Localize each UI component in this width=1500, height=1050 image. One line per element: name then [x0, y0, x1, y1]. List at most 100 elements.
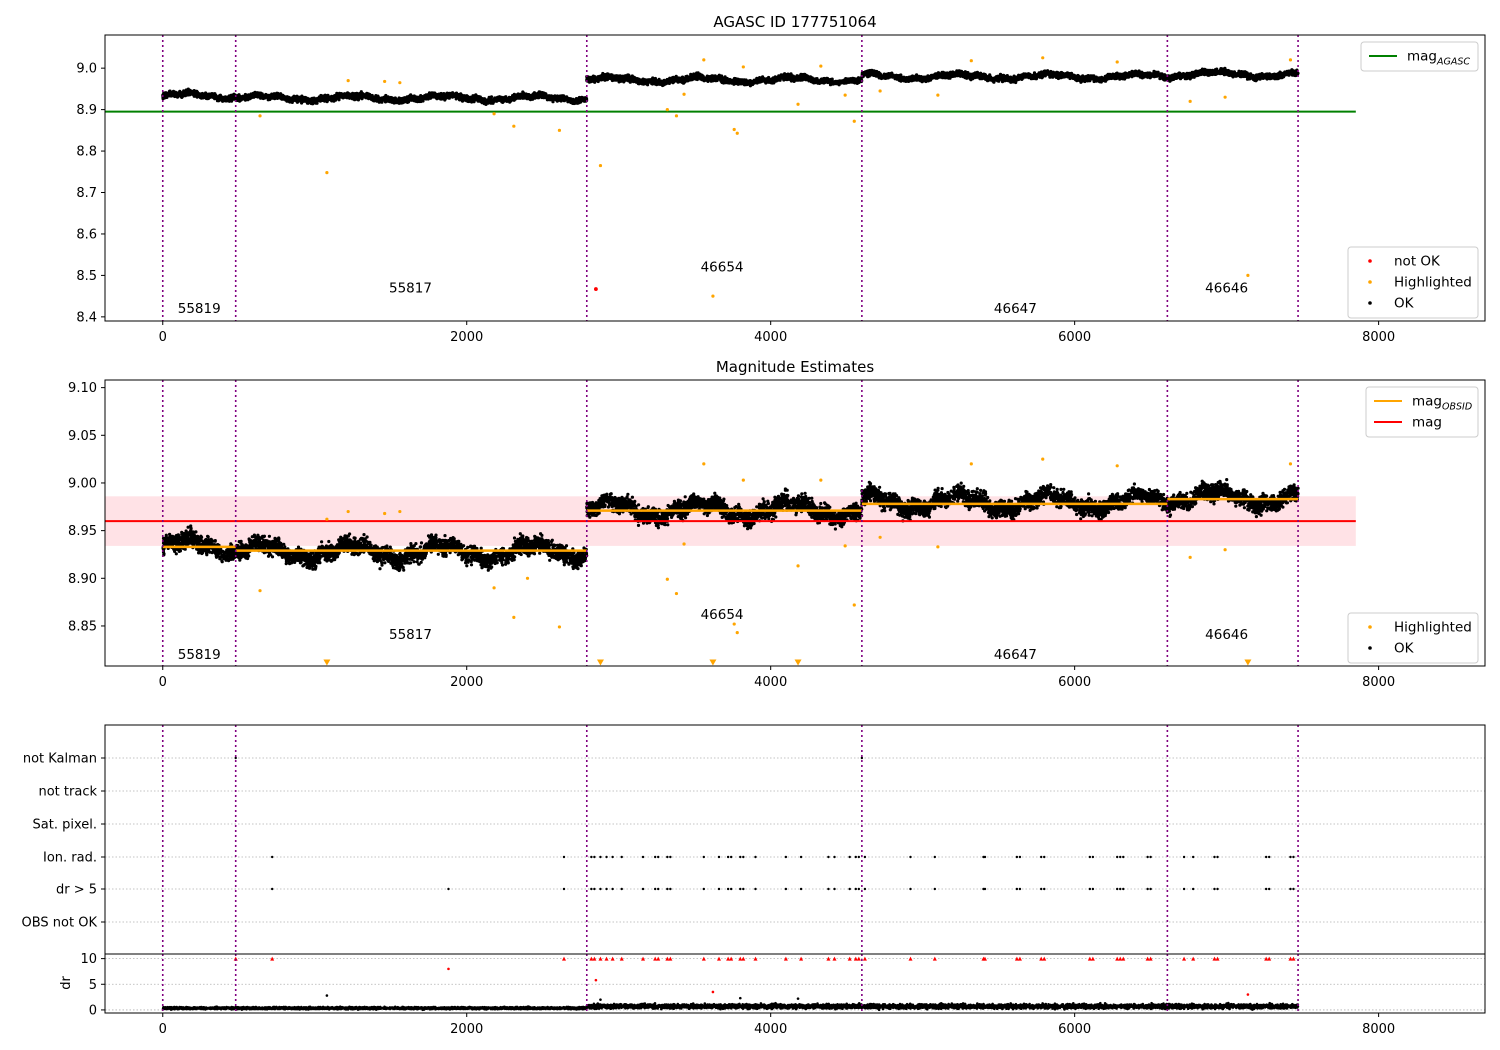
panel-3-plot: not Kalman not track Sat. pixel. Ion. rad. d… — [22, 724, 1486, 955]
p4-ytick-label: 5 — [89, 978, 97, 993]
flag-ion-rad-point — [717, 855, 721, 859]
p1-highlighted-point — [492, 112, 496, 116]
p4-xtick-label: 4000 — [754, 1022, 787, 1037]
flag-row-label: dr > 5 — [56, 883, 97, 898]
p2-xtick-label: 4000 — [754, 675, 787, 690]
p2-ytick-label: 8.85 — [68, 619, 97, 634]
p1-obsid-label: 55819 — [178, 301, 221, 317]
dr-clipped-marker — [561, 956, 566, 961]
flag-dr5-point — [1267, 887, 1271, 891]
dr-clipped-marker — [856, 956, 861, 961]
flag-dr5-point — [1264, 887, 1268, 891]
dr-black-point — [796, 997, 800, 1000]
flag-ion-rad-point — [1292, 855, 1295, 859]
dr-clipped-marker — [862, 956, 867, 961]
flag-ion-rad-point — [1289, 855, 1292, 859]
p2-top-legend-subscript: OBSID — [1442, 402, 1472, 413]
dr-red-point — [1246, 993, 1250, 996]
flag-ion-rad-point — [833, 855, 836, 859]
flag-ion-rad-point — [1116, 855, 1119, 859]
dr-clipped-marker — [1090, 956, 1095, 961]
flag-ion-rad-point — [848, 855, 851, 859]
p1-highlighted-point — [325, 171, 329, 175]
p1-bottom-legend-label: Highlighted — [1394, 275, 1472, 291]
flag-row-label: Sat. pixel. — [33, 818, 97, 833]
p1-highlighted-point — [843, 93, 847, 97]
p1-highlighted-point — [682, 92, 686, 96]
dr-clipped-marker — [1121, 956, 1126, 961]
dr-clipped-marker — [1014, 956, 1019, 961]
flag-ion-rad-point — [1015, 855, 1019, 859]
flag-row-label: not track — [38, 785, 97, 800]
panel-flags: not Kalman not track Sat. pixel. Ion. rad. d… — [22, 724, 1486, 955]
p1-bottom-legend-label: not OK — [1394, 254, 1441, 270]
p2-highlighted-point — [969, 462, 973, 466]
panel-dr: 0 2000 4000 6000 8000 0 5 10 dr — [59, 952, 1486, 1037]
p2-bottom-legend-marker — [1368, 625, 1372, 629]
flag-ion-rad-point — [1264, 855, 1268, 859]
dr-clipped-marker — [610, 956, 615, 961]
p1-highlighted-point — [1288, 58, 1293, 62]
dr-clipped-marker — [668, 956, 673, 961]
p2-highlighted-point — [1223, 548, 1227, 552]
p1-obsid-label: 46647 — [994, 301, 1037, 317]
panel-magnitude-estimates: Magnitude Estimates 55819 55817 46654 46647… — [68, 358, 1486, 690]
p2-obsid-label: 55817 — [389, 627, 432, 643]
p1-highlighted-point — [1188, 99, 1192, 103]
p1-xtick-label: 6000 — [1058, 330, 1091, 345]
p2-top-legend-box — [1365, 386, 1479, 438]
dr-clipped-marker — [1191, 956, 1196, 961]
flag-ion-rad-point — [1043, 855, 1046, 859]
p1-highlighted-point — [512, 124, 516, 128]
dr-clipped-marker — [1118, 956, 1123, 961]
p1-obsid-label: 46654 — [701, 260, 744, 276]
p2-ytick-label: 9.05 — [68, 429, 97, 444]
p1-highlighted-point — [665, 108, 669, 112]
flag-dr5-point — [863, 887, 867, 891]
p1-xtick-label: 8000 — [1362, 330, 1395, 345]
dr-black-point — [738, 996, 742, 1000]
flag-ion-rad-point — [729, 855, 733, 859]
flag-ion-rad-point — [657, 855, 660, 859]
flag-ion-rad-point — [1119, 855, 1122, 859]
flag-dr5-point — [1292, 887, 1295, 891]
p2-obsid-label: 55819 — [178, 647, 221, 663]
p1-bottom-legend-marker — [1368, 301, 1372, 305]
flag-dr5-point — [909, 887, 912, 891]
p2-highlighted-point — [674, 591, 679, 596]
flag-ion-rad-point — [702, 855, 706, 859]
p2-obsid-label: 46647 — [994, 647, 1037, 663]
panel-2-plot: 55819 55817 46654 46647 46646 0 2000 4000 6000 80… — [68, 379, 1486, 690]
flag-ion-rad-point — [739, 855, 742, 859]
flag-ion-rad-point — [1091, 855, 1095, 859]
flag-dr5-point — [666, 887, 669, 891]
p1-ytick-label: 8.9 — [76, 103, 97, 118]
p1-top-legend-box — [1360, 41, 1479, 72]
flag-dr5-point — [854, 887, 857, 891]
flag-dr5-point — [657, 887, 660, 891]
p4-xtick-label: 6000 — [1058, 1022, 1091, 1037]
flag-not-kalman-point — [860, 756, 864, 760]
flag-dr5-point — [1182, 887, 1186, 891]
p1-highlighted-point — [735, 131, 739, 135]
flag-dr5-point — [447, 887, 450, 891]
dr-clipped-marker — [1148, 956, 1153, 961]
dr-clipped-marker — [932, 956, 937, 961]
p2-highlighted-point — [383, 511, 387, 516]
p4clip-clipped — [105, 954, 1485, 1013]
p1-top-legend-subscript: AGASC — [1436, 57, 1470, 68]
flag-ion-rad-point — [933, 855, 937, 859]
dr-clipped-marker — [741, 956, 746, 961]
p2-highlighted-point — [735, 631, 739, 635]
panel-2-title: Magnitude Estimates — [716, 358, 874, 376]
flag-dr5-point — [611, 887, 614, 891]
p1-highlighted-point — [711, 294, 715, 298]
flag-dr5-point — [742, 887, 745, 891]
p2-highlighted-point — [702, 462, 706, 466]
p1-frame — [104, 34, 1486, 322]
p2-offscale-marker — [709, 659, 717, 666]
p4-ytick-label: 10 — [80, 952, 97, 967]
flag-ion-rad-point — [909, 855, 912, 859]
dr-clipped-marker — [799, 956, 804, 961]
p2-xtick-label: 2000 — [450, 675, 483, 690]
